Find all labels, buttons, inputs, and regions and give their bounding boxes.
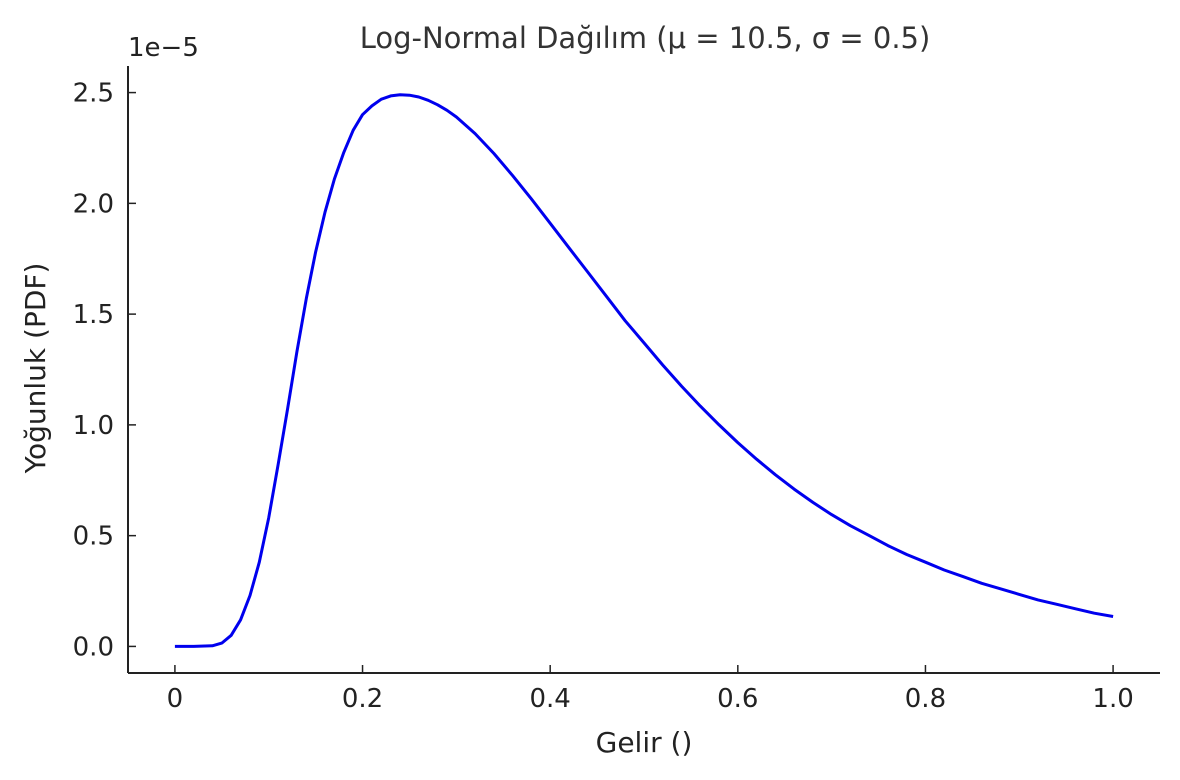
axes — [127, 66, 1160, 674]
x-tick-label: 1.0 — [1092, 684, 1133, 714]
x-axis-label: Gelir () — [596, 726, 693, 759]
y-tick-label: 0.0 — [73, 632, 114, 662]
x-tick-label: 0.2 — [342, 684, 383, 714]
series-group — [174, 93, 1114, 648]
y-axis-label: Yoğunluk (PDF) — [19, 263, 52, 475]
y-tick-label: 1.5 — [73, 300, 114, 330]
y-tick-label: 1.0 — [73, 411, 114, 441]
x-tick-label: 0 — [167, 684, 184, 714]
y-tick-label: 0.5 — [73, 522, 114, 552]
x-tick-label: 0.8 — [905, 684, 946, 714]
x-tick-label: 0.4 — [530, 684, 571, 714]
x-tick-label: 0.6 — [717, 684, 758, 714]
y-tick-label: 2.5 — [73, 79, 114, 109]
y-tick-label: 2.0 — [73, 189, 114, 219]
chart-title: Log-Normal Dağılım (μ = 10.5, σ = 0.5) — [360, 21, 931, 55]
y-axis-offset-label: 1e−5 — [128, 33, 199, 63]
ticks: 0 0.2 0.4 0.6 0.8 1.0 0.0 0.5 1.0 1.5 2.0 2.5 — [73, 79, 1134, 714]
series-line-0 — [174, 93, 1114, 648]
